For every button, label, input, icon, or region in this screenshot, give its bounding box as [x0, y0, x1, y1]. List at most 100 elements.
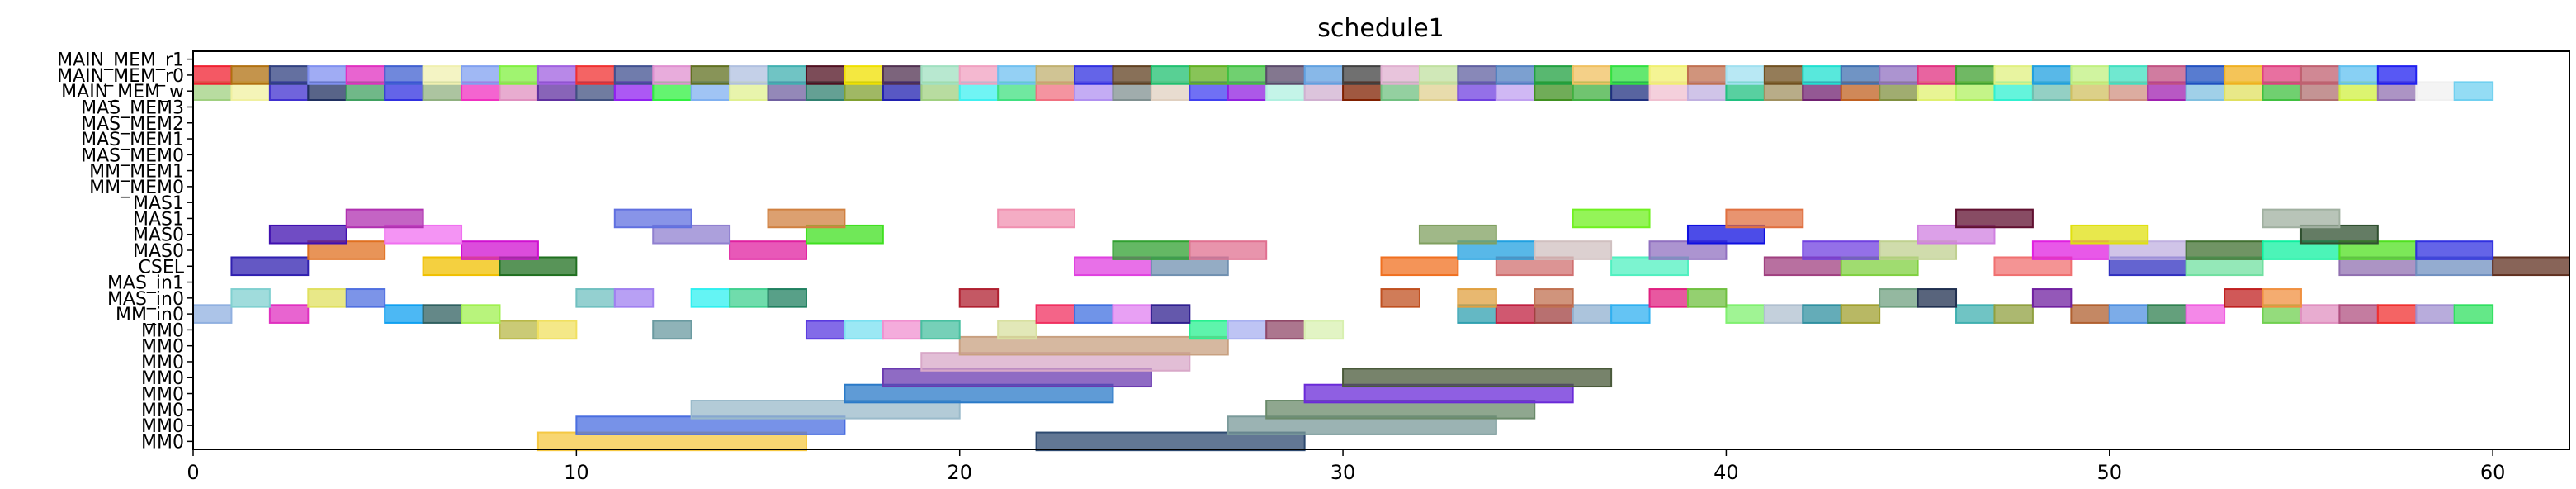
- task-bar: [307, 65, 347, 85]
- task-bar: [536, 65, 578, 85]
- task-bar: [767, 65, 807, 85]
- task-bar: [1265, 320, 1306, 340]
- task-bar: [499, 65, 539, 85]
- task-bar: [1840, 65, 1881, 85]
- task-bar: [958, 288, 1000, 308]
- task-bar: [882, 65, 923, 85]
- task-bar: [1725, 304, 1765, 324]
- y-tick-label: MAS_MEM1: [81, 130, 184, 150]
- task-bar: [613, 208, 692, 229]
- task-bar: [805, 65, 846, 85]
- task-bar: [1648, 65, 1689, 85]
- task-bar: [844, 65, 884, 85]
- y-tick-label: MAS_MEM2: [81, 114, 184, 135]
- task-bar: [2376, 304, 2418, 324]
- task-bar: [1035, 65, 1076, 85]
- task-bar: [1380, 65, 1420, 85]
- y-tick-label: MM0: [141, 320, 184, 341]
- task-bar: [2185, 240, 2264, 260]
- task-bar: [1610, 304, 1651, 324]
- task-bar: [1572, 304, 1613, 324]
- chart-title: schedule1: [1317, 14, 1444, 43]
- y-tick-label: MM0: [141, 401, 184, 421]
- y-tick-label: MM_MEM1: [89, 162, 184, 183]
- task-bar: [844, 320, 884, 340]
- task-bar: [230, 288, 271, 308]
- task-bar: [2108, 65, 2149, 85]
- y-tick-label: MM_MEM0: [89, 178, 184, 198]
- x-tick-label: 60: [2480, 461, 2506, 484]
- task-bar: [652, 65, 692, 85]
- task-bar: [1917, 65, 1958, 85]
- task-bar: [1112, 65, 1152, 85]
- task-bar: [729, 65, 769, 85]
- task-bar: [2070, 224, 2149, 244]
- task-bar: [268, 65, 310, 85]
- task-bar: [384, 304, 424, 324]
- task-bar: [2262, 65, 2302, 85]
- task-bar: [1725, 65, 1765, 85]
- task-bar: [1879, 288, 1919, 308]
- y-tick-label: MAS0: [133, 241, 184, 262]
- task-bar: [1342, 368, 1613, 388]
- task-bar: [2415, 81, 2455, 101]
- task-bar: [461, 65, 501, 85]
- task-bar: [805, 320, 846, 340]
- y-tick-label: MM_in0: [116, 305, 184, 325]
- task-bar: [729, 288, 769, 308]
- task-bar: [1380, 288, 1420, 308]
- task-bar: [882, 320, 923, 340]
- task-bar: [1457, 65, 1497, 85]
- task-bar: [1227, 65, 1268, 85]
- task-bar: [345, 65, 386, 85]
- task-bar: [1534, 288, 1574, 308]
- y-tick-label: MAS1: [133, 193, 184, 214]
- task-bar: [1763, 304, 1804, 324]
- task-bar: [2262, 288, 2302, 308]
- plot-frame: [192, 50, 2570, 450]
- y-tick-label: MM0: [141, 337, 184, 358]
- x-tick-label: 50: [2097, 461, 2123, 484]
- task-bar: [422, 65, 463, 85]
- y-tick-label: MM0: [141, 385, 184, 406]
- task-bar: [690, 288, 731, 308]
- y-tick-label: MAS1: [133, 209, 184, 230]
- task-bar: [1189, 240, 1268, 260]
- task-bar: [2415, 304, 2455, 324]
- task-bar: [958, 65, 1000, 85]
- task-bar: [613, 65, 655, 85]
- task-bar: [1035, 304, 1076, 324]
- y-tick-label: MM0: [141, 353, 184, 373]
- task-bar: [1610, 65, 1651, 85]
- x-axis: 0 10 20 30 40 50 60: [187, 449, 2505, 484]
- task-bar: [2338, 65, 2379, 85]
- task-bar: [1802, 304, 1842, 324]
- task-bar: [1303, 320, 1345, 340]
- task-bar: [345, 288, 386, 308]
- task-bar: [2070, 304, 2110, 324]
- task-bar: [1686, 65, 1728, 85]
- y-tick-label: MAS_in1: [107, 273, 184, 294]
- task-bar: [499, 320, 539, 340]
- task-bar: [1112, 304, 1152, 324]
- task-bar: [307, 288, 347, 308]
- task-bar: [997, 208, 1076, 229]
- task-bar: [345, 208, 424, 229]
- task-bar: [1648, 288, 1689, 308]
- task-bar: [1955, 208, 2034, 229]
- task-bar: [2299, 65, 2341, 85]
- task-bar: [1495, 65, 1536, 85]
- task-bar: [192, 65, 233, 85]
- task-bar: [2492, 256, 2571, 277]
- task-bar: [1495, 304, 1536, 324]
- task-bar: [2338, 304, 2379, 324]
- task-bar: [1955, 304, 1996, 324]
- task-bar: [1993, 304, 2034, 324]
- task-bar: [1572, 208, 1651, 229]
- task-bar: [2147, 304, 2187, 324]
- task-bar: [1840, 304, 1881, 324]
- task-bar: [1112, 240, 1191, 260]
- y-tick-label: MAS0: [133, 226, 184, 246]
- task-bar: [2224, 65, 2264, 85]
